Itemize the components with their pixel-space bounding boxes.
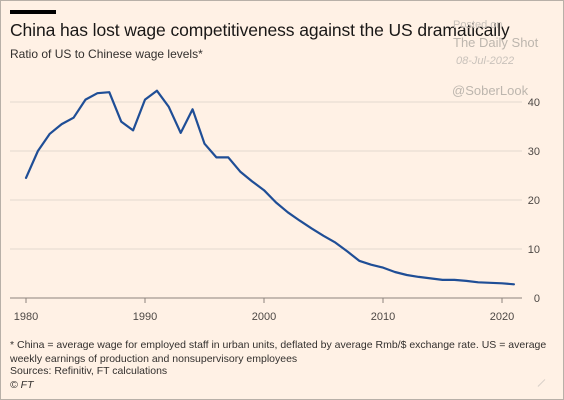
chart-copyright: © FT (10, 379, 34, 391)
watermark-name: The Daily Shot (453, 35, 539, 50)
x-tick-label: 2020 (490, 311, 514, 323)
title-accent-bar (10, 10, 56, 14)
y-tick-label: 20 (528, 195, 540, 207)
y-tick-label: 30 (528, 146, 540, 158)
watermark-posted: Posted on (453, 19, 503, 31)
chart-title: China has lost wage competitiveness agai… (10, 20, 510, 40)
y-tick-label: 40 (528, 97, 540, 109)
chart-subtitle: Ratio of US to Chinese wage levels* (10, 47, 203, 61)
y-tick-label: 10 (528, 244, 540, 256)
x-tick-label: 1990 (133, 311, 157, 323)
watermark-date: 08-Jul-2022 (456, 55, 515, 67)
watermark-handle: @SoberLook (452, 83, 529, 98)
chart-sources: Sources: Refinitiv, FT calculations (10, 365, 168, 377)
y-tick-label: 0 (534, 293, 540, 305)
series-line-wage-ratio (24, 89, 516, 286)
x-tick-label: 2000 (252, 311, 276, 323)
x-tick-label: 1980 (14, 311, 38, 323)
x-tick-label: 2010 (371, 311, 395, 323)
chart-footnote: * China = average wage for employed staf… (10, 339, 547, 365)
